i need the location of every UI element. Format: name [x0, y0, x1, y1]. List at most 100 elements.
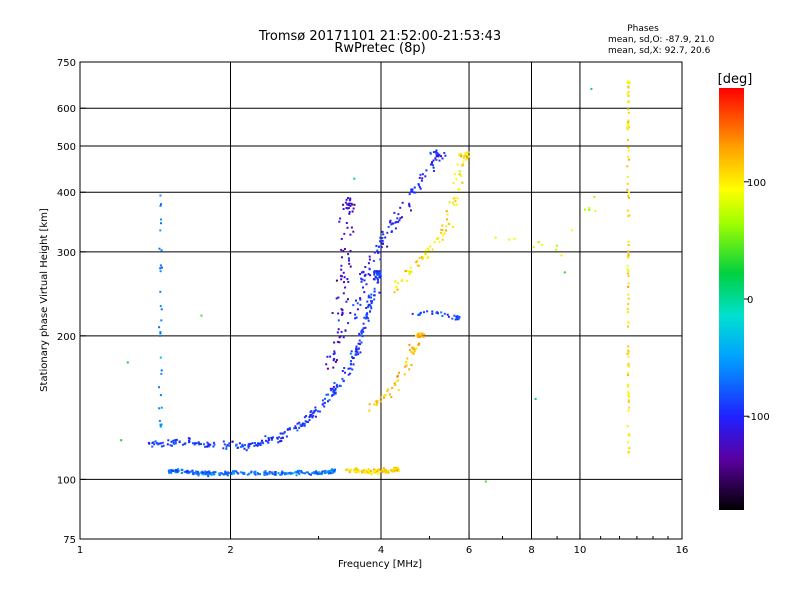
echo-point [627, 349, 630, 352]
echo-point [626, 165, 629, 168]
echo-point [410, 209, 412, 212]
echo-point [160, 308, 163, 311]
echo-point [445, 225, 448, 228]
echo-point [223, 443, 226, 446]
echo-point [347, 257, 350, 260]
echo-point [159, 270, 162, 273]
echo-point [282, 432, 285, 435]
echo-point [370, 293, 373, 296]
echo-point [366, 300, 369, 303]
echo-point [368, 303, 371, 306]
echo-point [419, 332, 422, 335]
echo-point [288, 428, 291, 431]
echo-point [346, 298, 349, 301]
echo-point [369, 469, 372, 472]
echo-point [375, 400, 378, 403]
echo-point [306, 420, 308, 423]
echo-point [264, 435, 267, 438]
echo-point [277, 472, 280, 475]
echo-point [207, 442, 210, 445]
y-axis-label: Stationary phase Virtual Height [km] [39, 208, 50, 392]
echo-point [340, 264, 343, 267]
echo-point [362, 330, 365, 333]
echo-point [365, 313, 368, 316]
echo-point [329, 470, 332, 473]
echo-point [440, 155, 442, 158]
echo-point [210, 472, 213, 474]
echo-point [367, 273, 370, 276]
echo-point [281, 470, 284, 473]
echo-point [349, 233, 352, 236]
echo-point [244, 444, 246, 447]
echo-point [363, 274, 366, 277]
echo-point [370, 471, 373, 474]
echo-point [333, 391, 336, 394]
echo-point [421, 257, 424, 260]
echo-point [359, 273, 362, 275]
echo-point [173, 442, 176, 445]
echo-point [431, 248, 434, 251]
echo-point [194, 442, 196, 445]
colorbar [719, 88, 744, 510]
echo-point [420, 333, 423, 336]
echo-point [351, 210, 354, 213]
echo-point [159, 305, 162, 308]
echo-point [627, 244, 630, 246]
echo-point [351, 355, 354, 358]
echo-point [176, 470, 179, 473]
echo-point [273, 473, 276, 476]
echo-point [360, 470, 363, 473]
echo-point [418, 176, 421, 179]
echo-point [249, 442, 252, 445]
echo-point [333, 352, 336, 355]
echo-point [362, 271, 365, 274]
echo-point [433, 170, 435, 172]
echo-point [411, 346, 414, 349]
echo-point [408, 193, 411, 196]
echo-point [364, 266, 367, 268]
echo-point [333, 350, 336, 353]
echo-point [340, 278, 343, 281]
echo-point [342, 292, 345, 295]
echo-point [349, 249, 352, 252]
echo-point [627, 274, 630, 277]
echo-point [314, 415, 317, 418]
echo-point [386, 231, 389, 234]
echo-point [342, 250, 345, 252]
echo-point [349, 352, 352, 355]
echo-point [431, 161, 434, 164]
echo-point [363, 291, 366, 294]
echo-point [260, 441, 263, 444]
echo-point [307, 471, 309, 474]
echo-point [344, 371, 346, 374]
echo-point [294, 471, 296, 474]
echo-point [332, 366, 335, 369]
echo-point [417, 183, 420, 186]
stats-heading: Phases [627, 24, 659, 34]
echo-point [458, 315, 461, 318]
echo-point [406, 270, 409, 273]
echo-point [333, 382, 336, 384]
echo-point [411, 351, 414, 354]
echo-point [627, 363, 630, 366]
echo-point [345, 207, 348, 209]
echo-point [627, 250, 630, 253]
echo-point [448, 201, 451, 204]
echo-point [412, 352, 415, 355]
echo-point [375, 469, 378, 471]
echo-point [454, 197, 457, 200]
echo-point [394, 280, 397, 283]
echo-point [332, 359, 335, 362]
echo-point [237, 472, 240, 475]
echo-point [406, 357, 409, 360]
echo-point [367, 472, 370, 474]
echo-point [321, 472, 324, 475]
echo-point [401, 201, 404, 204]
stats-line-o: mean, sd,O: -87.9, 21.0 [608, 35, 715, 45]
y-tick-label: 300 [57, 248, 76, 259]
echo-point [627, 125, 629, 128]
echo-point [352, 230, 355, 233]
echo-point [397, 213, 400, 216]
echo-point [399, 206, 402, 209]
echo-point [254, 470, 257, 473]
